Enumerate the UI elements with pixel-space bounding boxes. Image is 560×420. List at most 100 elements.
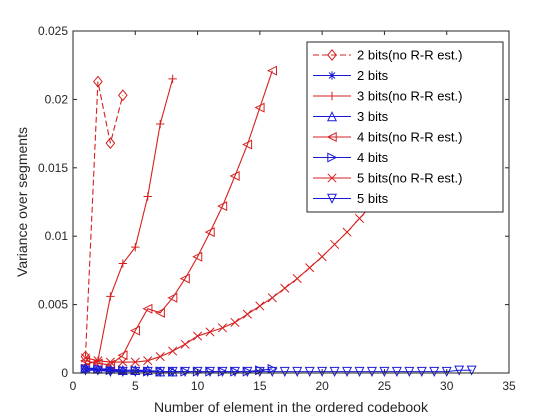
data-point — [329, 366, 340, 377]
data-point — [242, 139, 253, 150]
data-point — [105, 137, 116, 150]
data-point — [280, 283, 290, 293]
data-point — [292, 274, 302, 284]
data-point — [118, 357, 128, 367]
data-point — [330, 239, 340, 249]
x-tick-label: 0 — [70, 379, 77, 393]
data-point — [117, 350, 128, 361]
data-point — [156, 119, 165, 129]
legend-label: 3 bits(no R-R est.) — [357, 89, 462, 104]
data-point — [230, 317, 240, 327]
data-point — [305, 263, 315, 273]
data-point — [180, 339, 190, 349]
data-point — [192, 366, 203, 377]
data-point — [129, 325, 140, 336]
legend-marker — [326, 193, 338, 204]
data-point — [217, 366, 228, 377]
data-point — [143, 192, 152, 201]
legend-marker — [327, 91, 337, 101]
y-tick-label: 0.01 — [45, 229, 69, 243]
data-point — [317, 366, 328, 377]
data-point — [92, 365, 103, 376]
legend: 2 bits(no R-R est.) 2 bits 3 bits(no R-R e… — [306, 41, 504, 213]
data-point — [317, 252, 327, 262]
legend-entry: 4 bits — [313, 150, 389, 165]
legend-marker — [327, 71, 337, 80]
data-point — [205, 327, 215, 337]
data-point — [168, 346, 178, 356]
data-point — [342, 366, 353, 377]
data-point — [404, 366, 415, 377]
y-tick-label: 0.005 — [38, 298, 68, 312]
legend-label: 3 bits — [357, 109, 389, 124]
legend-label: 5 bits — [357, 191, 389, 206]
data-point — [154, 307, 165, 318]
legend-entry: 3 bits(no R-R est.) — [313, 89, 462, 104]
data-point — [279, 366, 290, 377]
data-point — [167, 366, 178, 377]
data-point — [179, 273, 190, 284]
data-point — [304, 366, 315, 377]
data-point — [105, 357, 115, 367]
x-tick-label: 25 — [378, 379, 392, 393]
data-point — [118, 365, 129, 376]
data-point — [255, 301, 265, 311]
series-3 — [81, 74, 177, 369]
legend-entry: 3 bits — [313, 109, 389, 124]
series-line — [84, 81, 124, 357]
data-point — [130, 366, 141, 377]
x-tick-label: 10 — [191, 379, 205, 393]
data-point — [354, 366, 365, 377]
legend-label: 2 bits — [357, 68, 389, 83]
data-point — [454, 365, 465, 376]
legend-label: 4 bits — [357, 150, 389, 165]
data-point — [105, 365, 116, 376]
data-point — [229, 366, 240, 377]
data-point — [441, 366, 452, 377]
data-point — [429, 366, 440, 377]
data-point — [142, 366, 153, 377]
data-point — [416, 366, 427, 377]
data-point — [379, 366, 390, 377]
x-tick-label: 35 — [502, 379, 516, 393]
data-point — [167, 292, 178, 303]
y-axis-title: Variance over segments — [14, 127, 30, 277]
data-point — [205, 366, 216, 377]
legend-marker — [326, 111, 338, 122]
x-tick-label: 5 — [132, 379, 139, 393]
y-tick-label: 0.025 — [38, 24, 68, 38]
legend-entry: 2 bits — [313, 68, 389, 83]
legend-marker — [327, 173, 337, 183]
data-point — [80, 353, 91, 363]
data-point — [117, 89, 128, 102]
data-point — [254, 366, 265, 377]
data-point — [105, 366, 116, 377]
data-point — [229, 170, 240, 182]
data-point — [106, 292, 115, 301]
data-point — [366, 366, 377, 377]
data-point — [391, 366, 402, 377]
data-point — [217, 323, 228, 333]
axes — [72, 30, 510, 374]
data-point — [155, 352, 165, 362]
data-point — [342, 227, 352, 237]
data-point — [267, 363, 278, 374]
data-point — [143, 356, 153, 366]
data-point — [118, 259, 128, 268]
series-5 — [80, 65, 278, 370]
series-line — [85, 368, 123, 373]
legend-marker — [326, 131, 337, 143]
legend-entry: 2 bits(no R-R est.) — [313, 48, 462, 63]
data-point — [204, 227, 215, 238]
x-tick-label: 30 — [440, 379, 454, 393]
legend-marker — [327, 49, 337, 61]
data-point — [254, 102, 265, 113]
data-point — [266, 65, 278, 76]
legend-entry: 5 bits — [313, 191, 389, 206]
series-line — [85, 70, 273, 366]
data-point — [117, 366, 128, 377]
data-point — [155, 366, 166, 377]
series-8 — [80, 365, 477, 377]
data-point — [242, 366, 253, 377]
